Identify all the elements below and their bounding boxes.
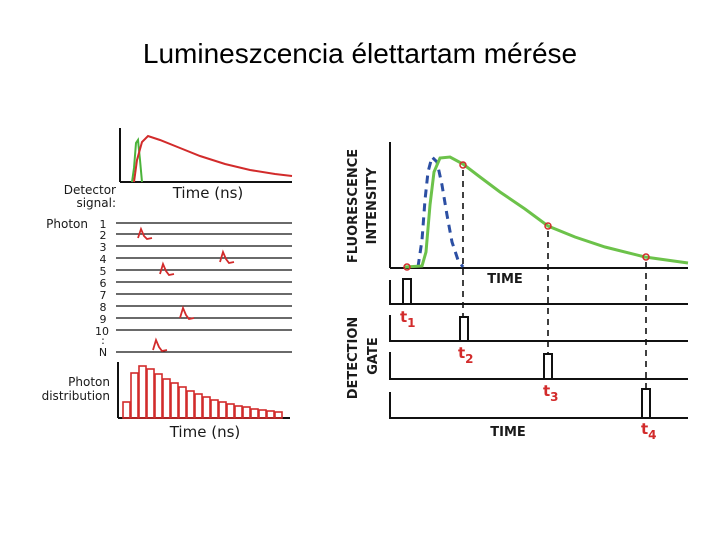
histogram-bar (178, 386, 187, 419)
gate-label-t3-main: t (543, 382, 550, 400)
histogram-bar (202, 396, 211, 419)
photon-numbers: 1 2 3 4 5 6 7 8 9 10 : N (95, 218, 109, 359)
gate-label-t2-main: t (458, 344, 465, 362)
photon-number: : (101, 334, 105, 347)
gate-label-t4-sub: 4 (648, 428, 656, 442)
histogram-bar (146, 368, 155, 419)
gate-label-t4-main: t (641, 420, 648, 438)
time-label-top: Time (ns) (172, 184, 244, 202)
gate-label-t2-sub: 2 (465, 352, 473, 366)
time-label-bottom: Time (ns) (169, 423, 241, 441)
gate-label-t1-sub: 1 (407, 316, 415, 330)
gate-label-t3-sub: 3 (550, 390, 558, 404)
slide-title: Lumineszcencia élettartam mérése (142, 38, 578, 69)
photon-number: 6 (100, 277, 107, 290)
detector-decay-plot (119, 128, 293, 183)
photon-pulse (179, 305, 195, 320)
gate-label-t3: t3 (543, 382, 559, 404)
histogram-bar (122, 401, 131, 419)
photon-number: N (99, 346, 107, 359)
fluorescence-decay-curve (404, 155, 689, 269)
photon-number: 7 (100, 289, 107, 302)
photon-number: 9 (100, 313, 107, 326)
gate-label: GATE (366, 337, 381, 374)
histogram-bar (266, 410, 275, 419)
histogram-bars (122, 365, 283, 419)
histogram-bar (274, 411, 283, 419)
gate-label-t1-main: t (400, 308, 407, 326)
histogram-bar (186, 390, 195, 419)
histogram-bar (162, 378, 171, 419)
histogram-bar (226, 403, 235, 419)
time-label-upper: TIME (487, 272, 523, 287)
photon-pulse (152, 337, 168, 352)
decay-curve-small (133, 134, 293, 183)
histogram-bar (218, 401, 227, 419)
intensity-label: INTENSITY (365, 167, 380, 244)
photon-pulse (137, 226, 153, 240)
histogram-bar (242, 406, 251, 419)
gate-trace-3 (389, 352, 688, 380)
histogram-bar (234, 405, 243, 419)
histogram-bar (130, 372, 139, 419)
photon-label: Photon (46, 217, 88, 231)
gate-label-t2: t2 (458, 344, 474, 366)
gate-time-labels: t1 t2 t3 t4 (400, 308, 657, 442)
gate-label-t4: t4 (641, 420, 657, 442)
histogram-bar (170, 382, 179, 419)
photon-distribution-label-2: distribution (42, 389, 110, 403)
gate-trace-2 (389, 315, 688, 342)
detector-signal-label-1: Detector (64, 183, 116, 197)
photon-pulse (219, 249, 235, 264)
gate-pulse-3 (543, 353, 553, 380)
photon-rows (116, 222, 292, 353)
sample-point (403, 263, 411, 271)
photon-number: 8 (100, 301, 107, 314)
excitation-pulse-small (131, 137, 143, 183)
fluorescence-label: FLUORESCENCE (346, 149, 361, 263)
histogram-bar (258, 409, 267, 419)
sample-point (642, 253, 650, 261)
photon-number: 3 (100, 241, 107, 254)
gate-pulse-2 (459, 316, 469, 342)
photon-number: 2 (100, 229, 107, 242)
photon-pulse (159, 261, 175, 276)
photon-histogram (117, 362, 290, 419)
histogram-bar (210, 399, 219, 419)
histogram-bar (138, 365, 147, 419)
histogram-bar (154, 373, 163, 419)
gate-trace-1 (389, 280, 688, 305)
photon-pulses (137, 226, 235, 352)
photon-number: 5 (100, 265, 107, 278)
gate-trace-4 (389, 392, 688, 419)
photon-number: 10 (95, 325, 109, 338)
sample-point (459, 161, 467, 169)
detection-label: DETECTION (346, 317, 361, 400)
detection-gates (389, 278, 688, 419)
gate-label-t1: t1 (400, 308, 416, 330)
gate-drop-lines (462, 170, 647, 389)
fluorescence-plot (389, 142, 689, 271)
gate-pulse-4 (641, 388, 651, 419)
detector-signal-label-2: signal: (76, 196, 116, 210)
sample-point (544, 222, 552, 230)
time-label-lower: TIME (490, 425, 526, 440)
photon-distribution-label-1: Photon (68, 375, 110, 389)
photon-number: 4 (100, 253, 107, 266)
histogram-bar (194, 393, 203, 419)
histogram-bar (250, 408, 259, 419)
photon-number: 1 (100, 218, 107, 231)
gate-pulse-1 (402, 278, 412, 305)
